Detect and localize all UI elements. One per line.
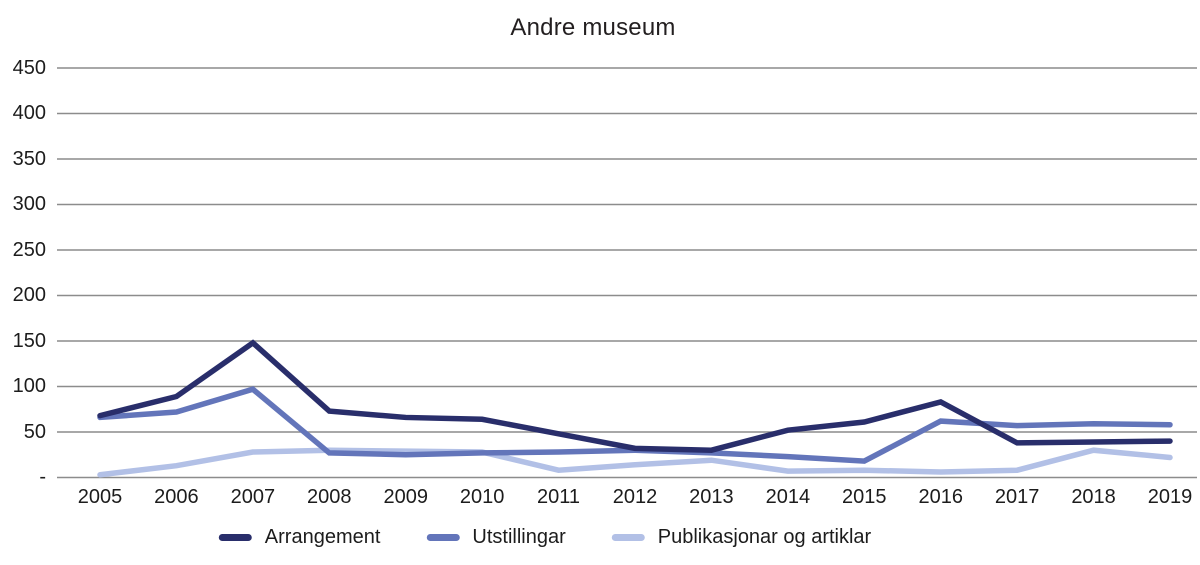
legend-item-utstillingar: Utstillingar <box>426 526 566 549</box>
x-tick-label-2019: 2019 <box>1147 486 1193 508</box>
legend: Arrangement Utstillingar Publikasjonar o… <box>218 526 872 549</box>
y-tick-label-350: 350 <box>12 147 46 170</box>
y-tick-label-150: 150 <box>12 329 46 352</box>
x-tick-label-2018: 2018 <box>1071 486 1116 508</box>
legend-item-publikasjonar: Publikasjonar og artiklar <box>611 526 872 549</box>
x-tick-label-2010: 2010 <box>459 486 505 508</box>
x-tick-label-2014: 2014 <box>765 486 811 508</box>
x-tick-label-2007: 2007 <box>230 486 276 508</box>
x-tick-label-2013: 2013 <box>689 486 734 508</box>
series-line-arrangement <box>97 339 1173 453</box>
legend-label-arrangement: Arrangement <box>264 526 381 548</box>
x-tick-label-2005: 2005 <box>77 486 123 508</box>
legend-swatch-utstillingar <box>426 534 460 541</box>
x-tick-label-2011: 2011 <box>537 486 581 508</box>
x-tick-label-2016: 2016 <box>918 486 963 508</box>
legend-item-arrangement: Arrangement <box>218 526 381 549</box>
x-tick-label-2006: 2006 <box>154 486 199 508</box>
chart-title: Andre museum <box>510 14 676 41</box>
legend-label-utstillingar: Utstillingar <box>472 526 566 548</box>
y-tick-label-400: 400 <box>12 102 46 124</box>
y-tick-label-0: - <box>39 466 46 488</box>
x-tick-label-2012: 2012 <box>612 486 658 508</box>
y-tick-label-300: 300 <box>12 193 46 215</box>
y-tick-label-450: 450 <box>12 56 46 79</box>
y-tick-label-200: 200 <box>12 284 46 306</box>
legend-label-publikasjonar: Publikasjonar og artiklar <box>657 526 872 548</box>
series-line-publikasjonar-og-artiklar <box>97 447 1173 478</box>
y-tick-label-50: 50 <box>23 420 46 443</box>
legend-swatch-arrangement <box>218 534 252 541</box>
x-tick-label-2015: 2015 <box>842 486 887 508</box>
legend-swatch-publikasjonar <box>611 534 645 541</box>
x-tick-label-2008: 2008 <box>307 486 352 508</box>
y-tick-label-250: 250 <box>12 238 46 261</box>
x-tick-label-2009: 2009 <box>383 486 428 508</box>
x-tick-label-2017: 2017 <box>994 486 1040 508</box>
y-tick-label-100: 100 <box>12 375 46 397</box>
